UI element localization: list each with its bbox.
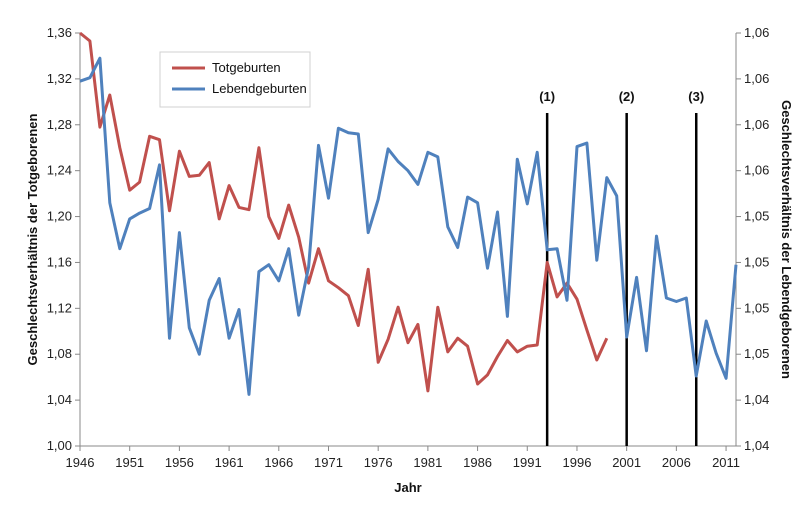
y-left-tick-label: 1,32 — [47, 71, 72, 86]
series-line-lebendgeburten — [79, 56, 738, 396]
y-right-tick-label: 1,06 — [744, 117, 769, 132]
x-tick-label: 2006 — [662, 455, 691, 470]
y-right-tick-label: 1,05 — [744, 209, 769, 224]
y-right-tick-label: 1,06 — [744, 71, 769, 86]
legend-label-lebendgeburten: Lebendgeburten — [212, 81, 307, 96]
legend: Totgeburten Lebendgeburten — [159, 51, 311, 108]
series-line-totgeburten — [79, 31, 609, 393]
y-axis-right-title: Geschlechtsverhältnis der Lebendgeborene… — [779, 100, 794, 379]
marker-label-3: (3) — [688, 89, 704, 104]
x-tick-label: 1966 — [264, 455, 293, 470]
marker-label-1: (1) — [539, 89, 555, 104]
x-tick-label: 1981 — [413, 455, 442, 470]
x-tick-label: 1976 — [364, 455, 393, 470]
y-right-tick-label: 1,05 — [744, 254, 769, 269]
y-left-tick-label: 1,28 — [47, 117, 72, 132]
x-tick-label: 1951 — [115, 455, 144, 470]
x-tick-label: 2011 — [712, 455, 740, 470]
y-left-tick-label: 1,24 — [47, 163, 72, 178]
x-tick-label: 1961 — [215, 455, 244, 470]
y-left-tick-label: 1,16 — [47, 254, 72, 269]
y-right-tick-label: 1,05 — [744, 300, 769, 315]
y-left-tick-label: 1,08 — [47, 346, 72, 361]
y-axis-left-title: Geschlechtsverhältnis der Totgeborenen — [25, 114, 40, 366]
x-tick-label: 1996 — [563, 455, 592, 470]
marker-label-2: (2) — [619, 89, 635, 104]
x-tick-label: 1946 — [66, 455, 95, 470]
x-tick-label: 2001 — [612, 455, 641, 470]
x-axis-title: Jahr — [394, 480, 421, 495]
y-left-tick-label: 1,04 — [47, 392, 72, 407]
y-right-tick-label: 1,04 — [744, 392, 769, 407]
x-tick-label: 1986 — [463, 455, 492, 470]
x-tick-label: 1956 — [165, 455, 194, 470]
y-right-tick-label: 1,05 — [744, 346, 769, 361]
y-right-tick-label: 1,04 — [744, 438, 769, 453]
legend-label-totgeburten: Totgeburten — [212, 60, 281, 75]
y-right-tick-label: 1,06 — [744, 163, 769, 178]
y-left-tick-label: 1,12 — [47, 300, 72, 315]
x-tick-label: 1971 — [314, 455, 343, 470]
y-right-tick-label: 1,06 — [744, 25, 769, 40]
y-left-tick-label: 1,20 — [47, 209, 72, 224]
y-left-tick-label: 1,36 — [47, 25, 72, 40]
x-tick-label: 1991 — [513, 455, 542, 470]
y-left-tick-label: 1,00 — [47, 438, 72, 453]
